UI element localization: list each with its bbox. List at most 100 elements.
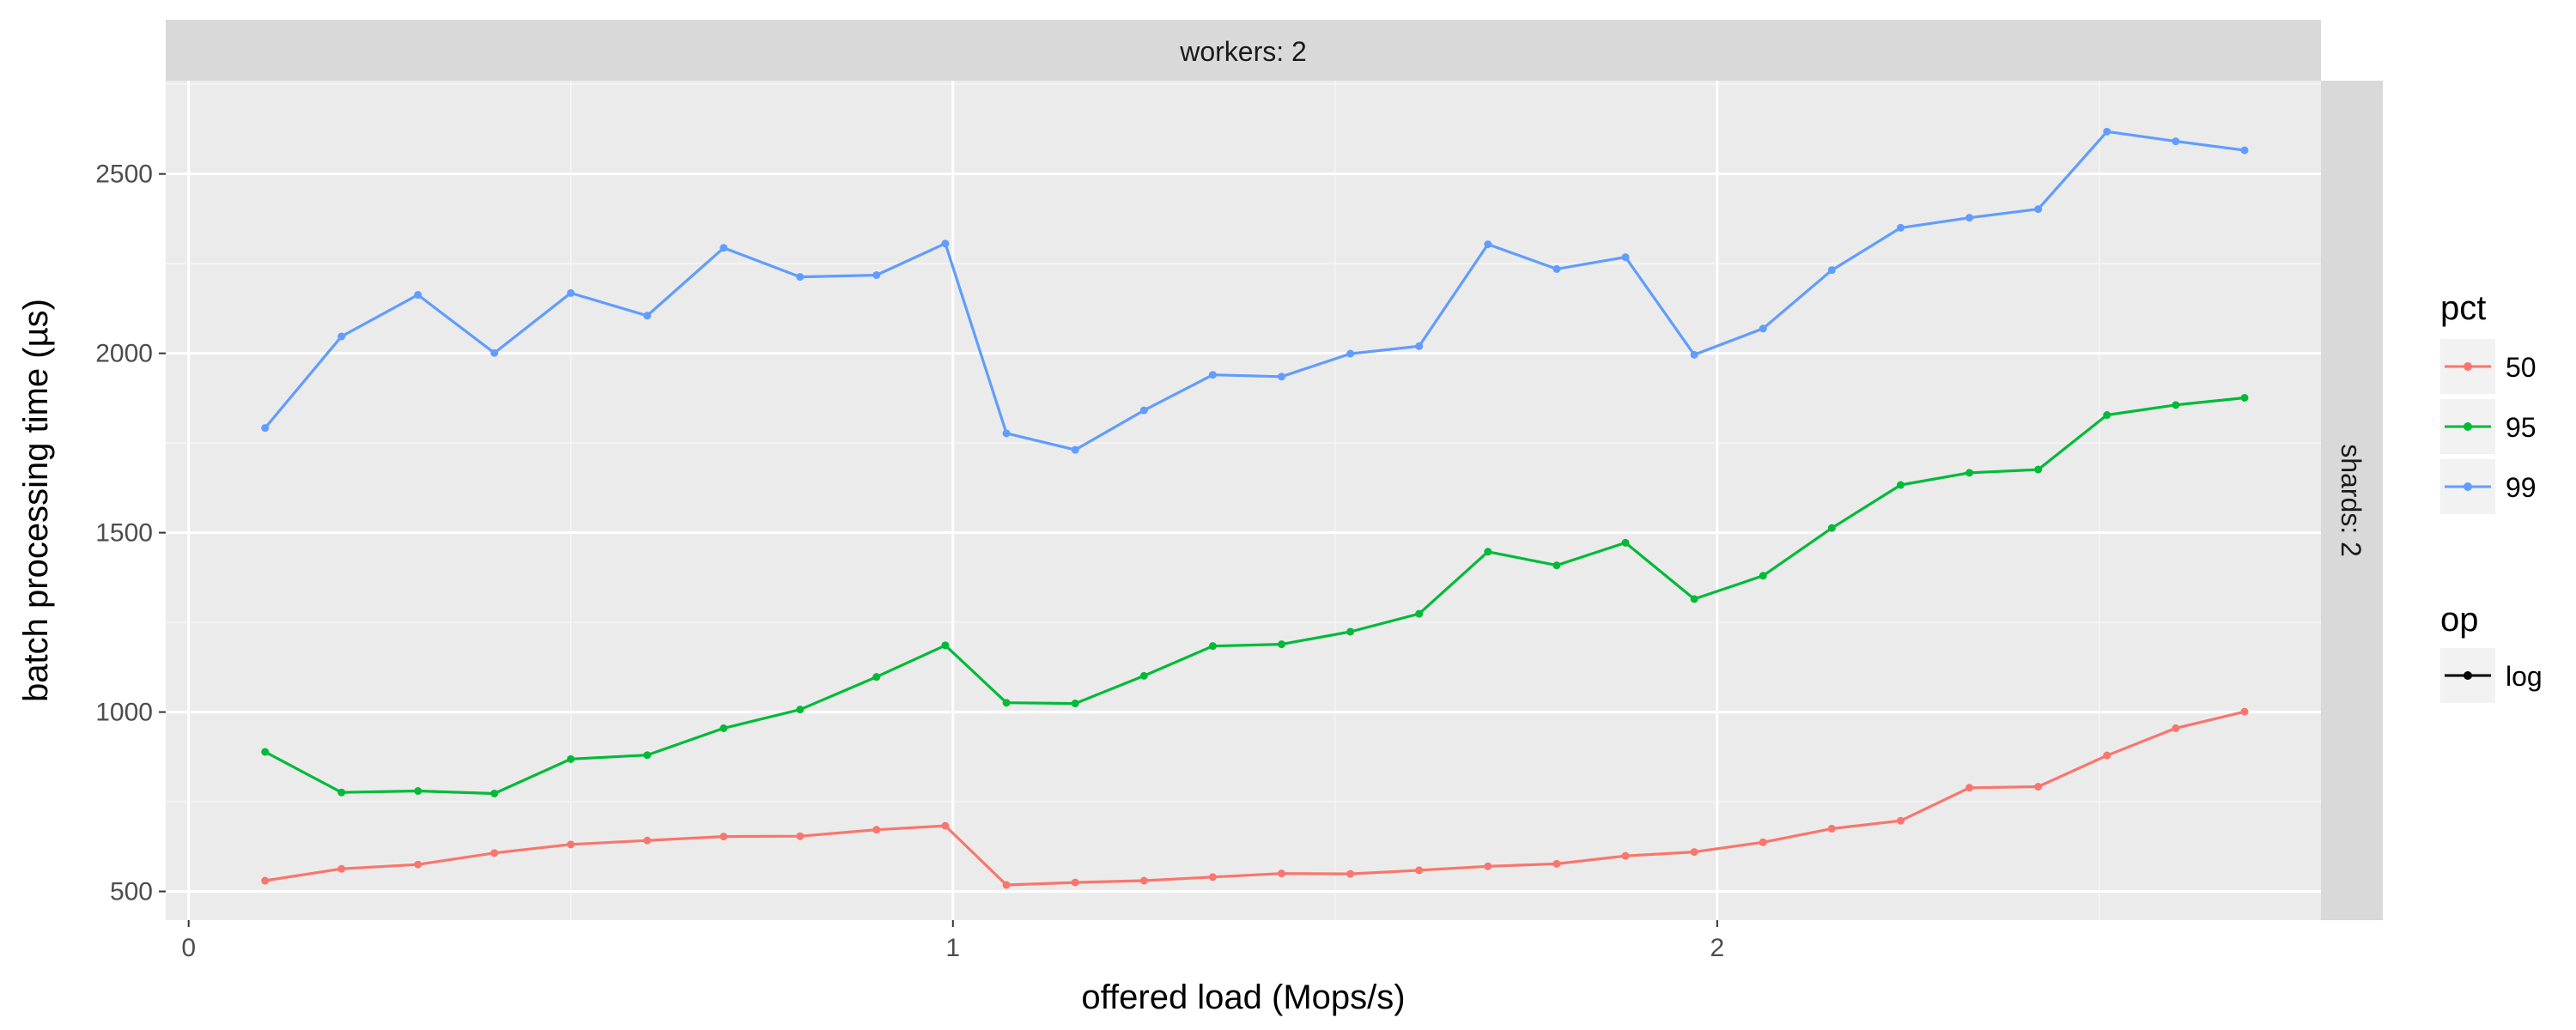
data-point-99 [1827,266,1836,275]
data-point-99 [337,332,346,341]
data-point-50 [567,840,575,849]
data-point-95 [567,754,575,763]
x-axis-title: offered load (Mops/s) [1081,978,1405,1016]
data-point-50 [337,864,346,873]
data-point-95 [1965,469,1974,477]
data-point-95 [337,788,346,797]
legend: pct 50 95 99 op log [2440,289,2543,703]
data-point-99 [796,273,805,282]
legend-key-point-99 [2464,482,2472,491]
data-point-95 [941,641,950,650]
data-point-95 [1071,700,1079,708]
data-point-95 [1002,699,1011,707]
data-point-95 [490,789,499,797]
data-point-95 [1552,561,1561,570]
data-point-50 [1346,869,1355,878]
data-point-99 [643,312,652,320]
data-point-95 [1621,538,1630,547]
right-facet-strip [2321,81,2383,920]
data-point-50 [796,832,805,840]
data-point-50 [1139,876,1148,885]
x-tick-label: 1 [945,934,960,962]
data-point-95 [1346,627,1355,636]
data-point-50 [2172,724,2180,732]
data-point-99 [490,348,499,357]
minor-gridlines [166,81,2321,920]
data-point-50 [1071,878,1079,887]
data-point-99 [1896,223,1905,232]
data-point-95 [2172,401,2180,409]
data-point-95 [1484,548,1492,556]
data-point-99 [567,288,575,297]
data-point-95 [796,706,805,714]
y-tick-label: 2000 [95,340,153,368]
top-facet-strip [166,20,2321,81]
data-point-99 [1621,253,1630,262]
data-point-99 [1690,350,1698,359]
legend-label-95: 95 [2506,412,2537,443]
data-point-99 [1965,214,1974,222]
data-point-99 [872,271,881,280]
x-tick-label: 2 [1710,934,1725,962]
data-point-50 [1827,824,1836,833]
data-point-99 [1139,406,1148,415]
data-point-50 [1759,838,1767,846]
data-point-50 [1484,862,1492,870]
data-point-50 [414,860,422,869]
data-point-95 [261,748,270,756]
legend-label-50: 50 [2506,352,2537,383]
y-tick-label: 1000 [95,699,153,727]
legend-key-point-50 [2464,362,2472,371]
data-point-99 [2034,205,2043,214]
data-point-50 [1002,881,1011,889]
data-point-99 [1346,349,1355,358]
y-axis-title: batch processing time (µs) [17,299,55,702]
data-point-95 [872,673,881,682]
data-point-95 [1415,609,1424,618]
data-point-99 [1208,371,1217,379]
data-point-95 [2240,393,2249,402]
data-point-99 [1071,445,1079,454]
data-point-50 [1208,873,1217,882]
data-point-95 [1690,595,1698,603]
legend-title-pct: pct [2440,289,2486,327]
data-point-50 [872,826,881,834]
data-point-50 [2034,783,2043,791]
y-tick-label: 2500 [95,161,153,189]
data-point-50 [643,836,652,845]
legend-key-log: log [2440,648,2543,703]
top-facet-label: workers: 2 [1179,36,1307,67]
right-facet-label: shards: 2 [2336,444,2366,557]
legend-key-point-95 [2464,422,2472,431]
data-point-99 [261,424,270,433]
data-point-99 [1552,264,1561,273]
series-layer [261,127,2249,889]
data-point-50 [941,821,950,830]
data-point-99 [1484,240,1492,249]
data-point-50 [1621,851,1630,860]
data-point-95 [1896,481,1905,489]
data-point-50 [1896,816,1905,825]
data-point-99 [720,244,728,252]
data-point-99 [1759,324,1767,333]
data-point-50 [2103,751,2111,760]
data-point-95 [1827,524,1836,532]
data-point-95 [2103,411,2111,420]
data-point-99 [2172,137,2180,146]
data-point-50 [2240,707,2249,716]
data-point-95 [643,751,652,760]
data-point-99 [2103,127,2111,136]
legend-label-99: 99 [2506,472,2537,503]
data-point-50 [490,849,499,857]
legend-pct-keys: 50 95 99 [2440,339,2537,514]
x-tick-label: 0 [181,934,196,962]
data-point-50 [1415,866,1424,875]
data-point-50 [1690,848,1698,857]
data-point-99 [1415,342,1424,350]
legend-title-op: op [2440,601,2479,639]
y-axis: 500 1000 1500 2000 2500 [95,161,166,906]
data-point-50 [720,833,728,841]
data-point-95 [1139,671,1148,680]
legend-label-log: log [2506,661,2543,692]
